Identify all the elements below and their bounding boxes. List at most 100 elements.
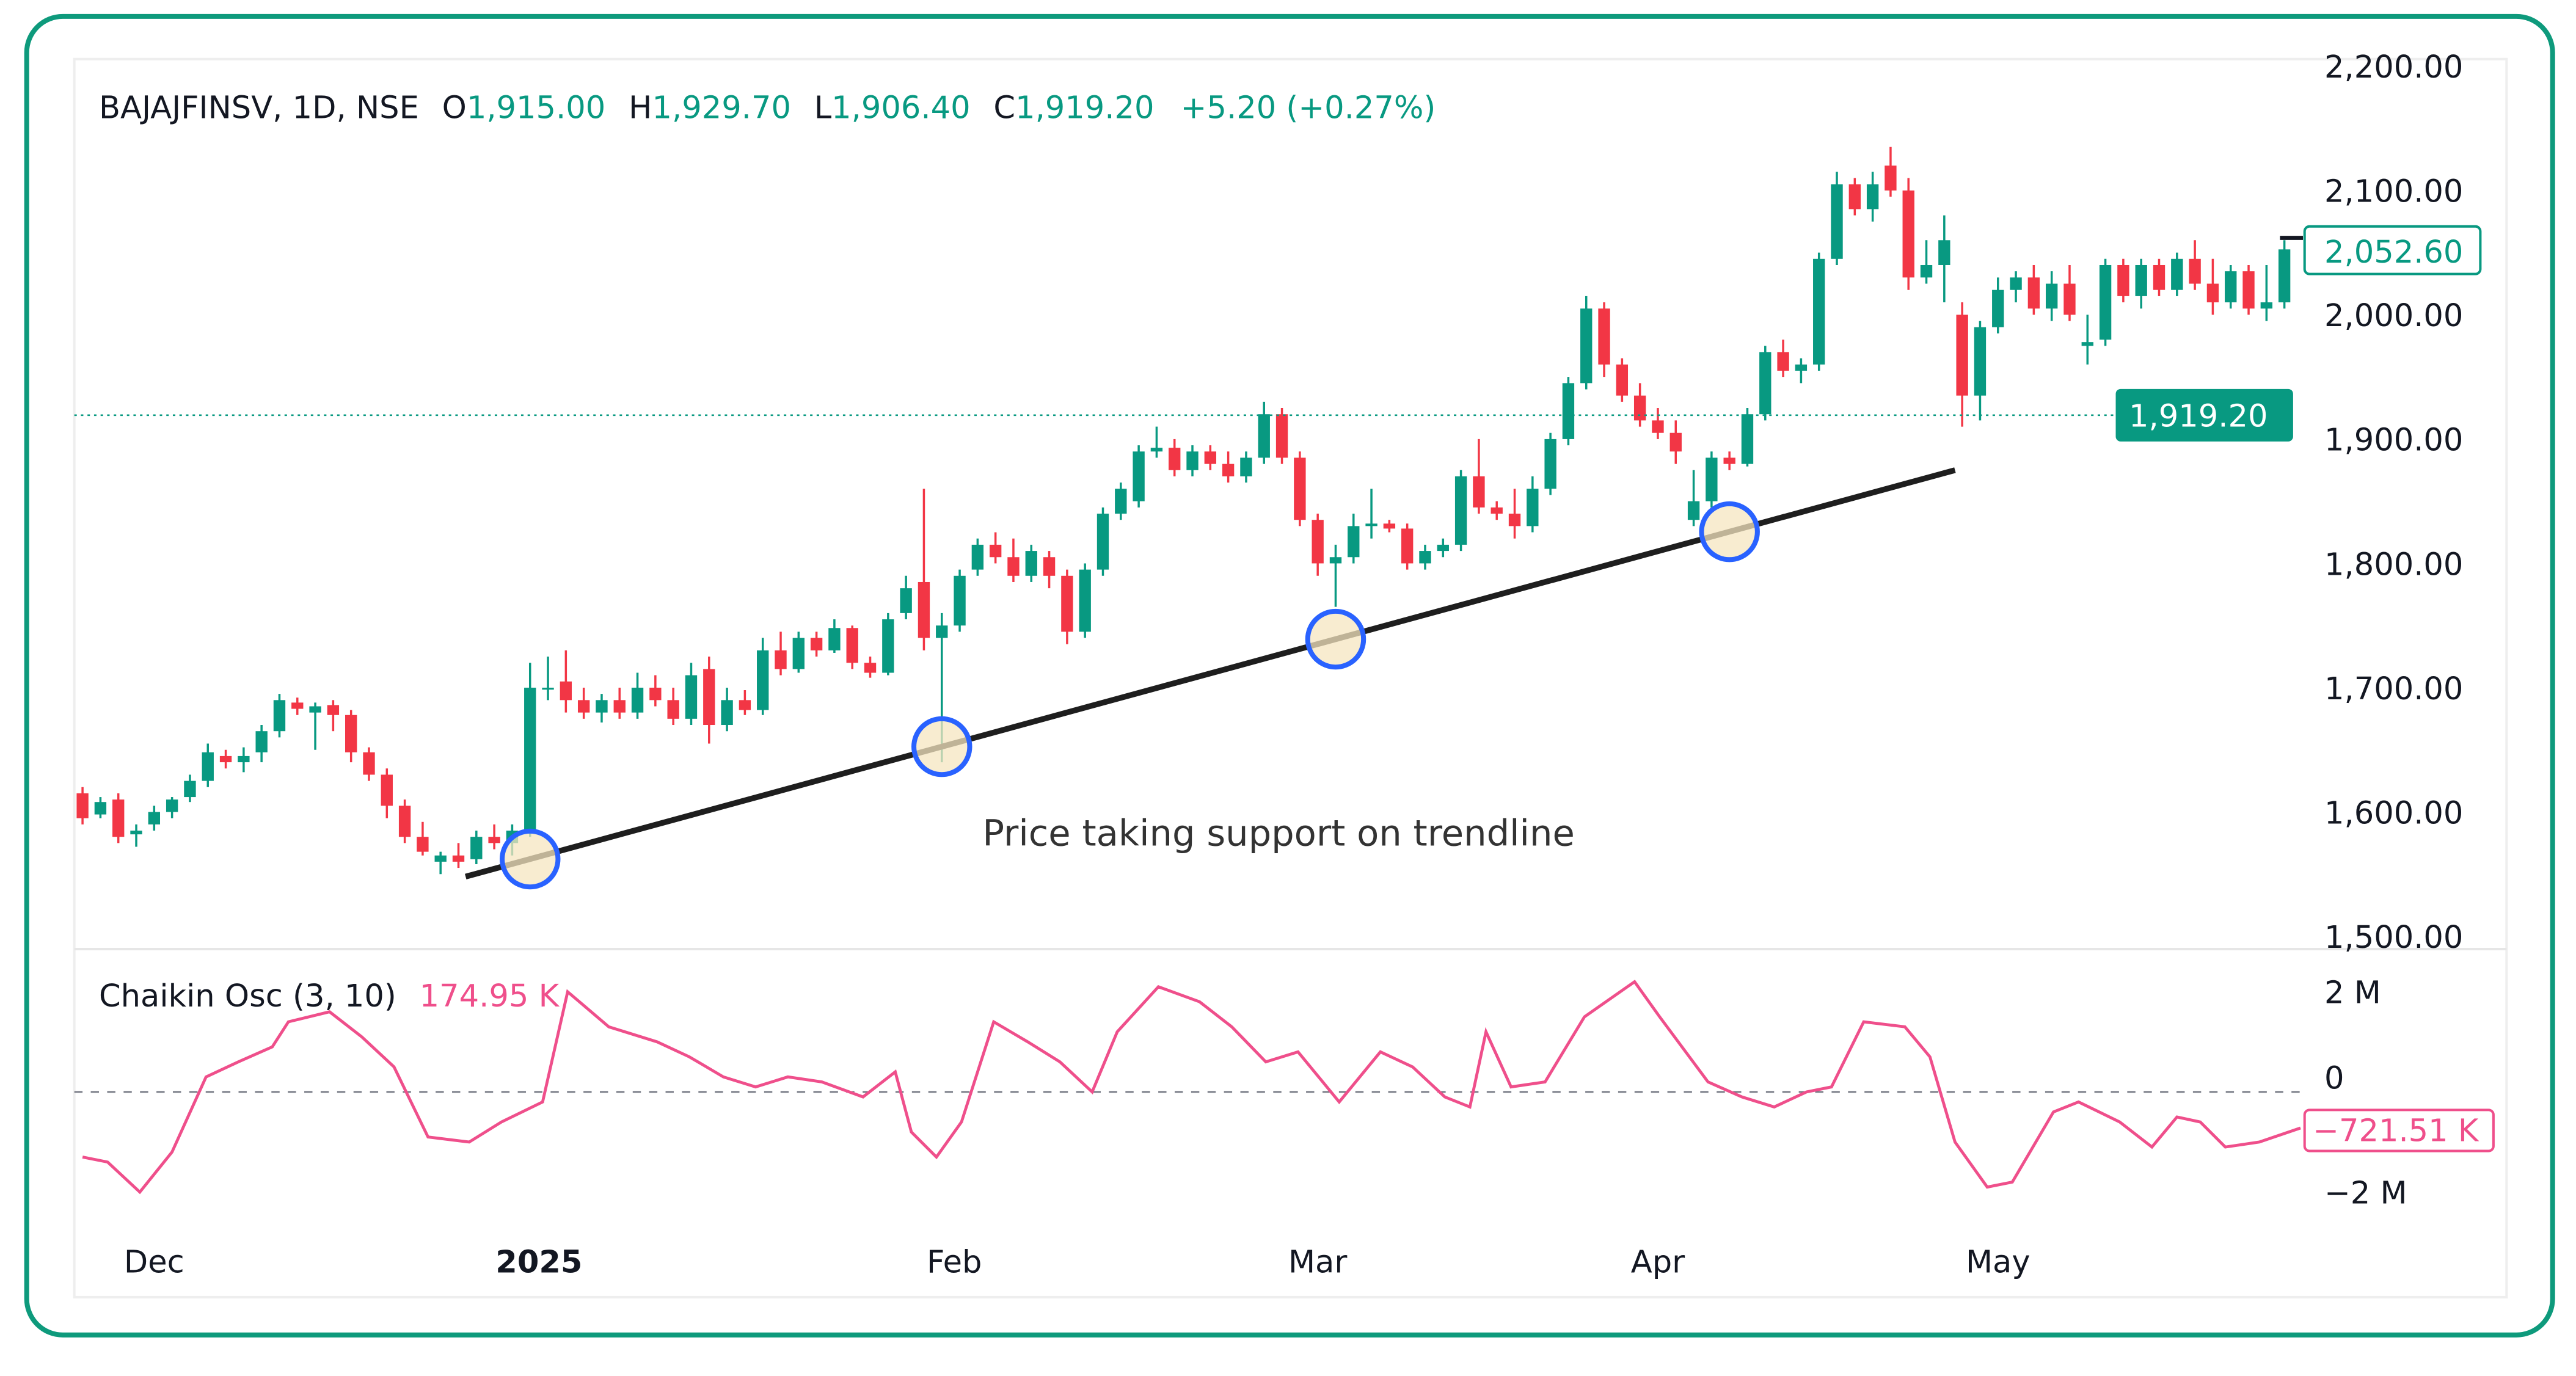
candle <box>2278 240 2291 309</box>
candle <box>1920 240 1933 284</box>
candle-body <box>1401 528 1414 564</box>
candle-body <box>470 837 483 859</box>
candle-body <box>1616 364 1629 396</box>
candle-body <box>1312 520 1324 564</box>
candle <box>1204 445 1217 470</box>
candle <box>1741 408 1754 467</box>
candle <box>327 700 340 732</box>
candle-body <box>739 700 751 710</box>
candle <box>1938 215 1950 303</box>
high-label: H <box>629 90 652 126</box>
oscillator-tick-label: 0 <box>2324 1061 2344 1097</box>
candle-body <box>148 812 161 825</box>
candle-body <box>1079 569 1091 632</box>
candle-body <box>2117 264 2129 296</box>
candle <box>1813 252 1825 371</box>
price-tick-label: 1,800.00 <box>2324 547 2463 583</box>
candle-body <box>2278 249 2291 303</box>
close-label: C <box>993 90 1015 126</box>
symbol-label: BAJAJFINSV, 1D, NSE <box>99 90 419 126</box>
candle <box>1007 538 1020 582</box>
candle-body <box>1580 308 1593 384</box>
candle-body <box>954 575 966 626</box>
candle <box>1544 432 1556 495</box>
candle-body <box>1150 448 1163 452</box>
candle-body <box>1169 448 1181 470</box>
candle <box>1633 383 1646 427</box>
candle <box>2260 264 2273 321</box>
candle <box>2206 258 2219 315</box>
candle <box>1043 551 1056 589</box>
candle-body <box>202 752 214 781</box>
candle <box>1079 563 1091 638</box>
candle-body <box>560 681 572 701</box>
candle-body <box>1598 308 1610 365</box>
candle-body <box>524 687 536 831</box>
candle-body <box>1652 420 1664 433</box>
candle <box>1133 445 1145 508</box>
candle <box>94 797 107 818</box>
candle-body <box>936 625 948 638</box>
candle <box>1723 451 1735 470</box>
candle <box>2242 264 2255 315</box>
candle-body <box>828 628 841 650</box>
candle <box>1795 358 1808 384</box>
candle-body <box>1204 451 1217 464</box>
candle <box>452 843 465 868</box>
time-tick-label: Apr <box>1631 1245 1685 1281</box>
candle-body <box>2135 264 2147 296</box>
candle-body <box>1508 514 1521 526</box>
candle-body <box>667 700 679 719</box>
candle <box>470 831 483 864</box>
candle <box>1956 302 1968 427</box>
candle <box>1419 544 1431 570</box>
oscillator-value-label: −721.51 K <box>2313 1113 2479 1149</box>
candle-body <box>345 715 357 752</box>
candle-body <box>2027 277 2040 309</box>
last-price-label: 2,052.60 <box>2324 235 2463 271</box>
candle <box>1258 401 1270 464</box>
candle <box>757 638 769 715</box>
candle <box>775 632 787 675</box>
candle <box>1687 470 1700 526</box>
candle <box>918 489 930 650</box>
candle <box>1169 439 1181 476</box>
candle <box>255 725 268 763</box>
candle <box>560 650 572 713</box>
outer-frame <box>24 13 2555 1338</box>
oscillator-legend: Chaikin Osc (3, 10) 174.95 K <box>99 978 560 1014</box>
candle <box>434 851 447 875</box>
candle-body <box>2242 271 2255 309</box>
candle <box>577 687 590 719</box>
candle-body <box>542 687 554 690</box>
candle-body <box>452 855 465 862</box>
candle-body <box>1795 364 1808 371</box>
candle-body <box>1383 523 1396 529</box>
candle-body <box>1562 383 1575 439</box>
candle-body <box>2153 264 2166 290</box>
candle-body <box>130 831 142 835</box>
candle <box>1115 482 1127 520</box>
candle-body <box>1133 451 1145 501</box>
trendline-annotation: Price taking support on trendline <box>982 812 1574 854</box>
candle <box>2153 258 2166 296</box>
candle-body <box>1777 352 1789 371</box>
candle-body <box>2010 277 2022 290</box>
price-tick-label: 2,100.00 <box>2324 174 2463 210</box>
candle <box>631 672 644 719</box>
candle <box>166 797 178 818</box>
candle <box>1777 340 1789 377</box>
candle <box>864 657 877 678</box>
candle-body <box>309 706 321 713</box>
change-value: +5.20 (+0.27%) <box>1181 90 1436 126</box>
candle <box>309 702 321 750</box>
candle-body <box>291 702 304 709</box>
candle <box>398 799 411 843</box>
candle-body <box>238 755 250 763</box>
candle-body <box>94 802 107 815</box>
chart-area-border <box>73 57 2508 1298</box>
candle <box>1150 426 1163 458</box>
candle-body <box>1938 240 1950 265</box>
candle <box>1365 489 1377 539</box>
